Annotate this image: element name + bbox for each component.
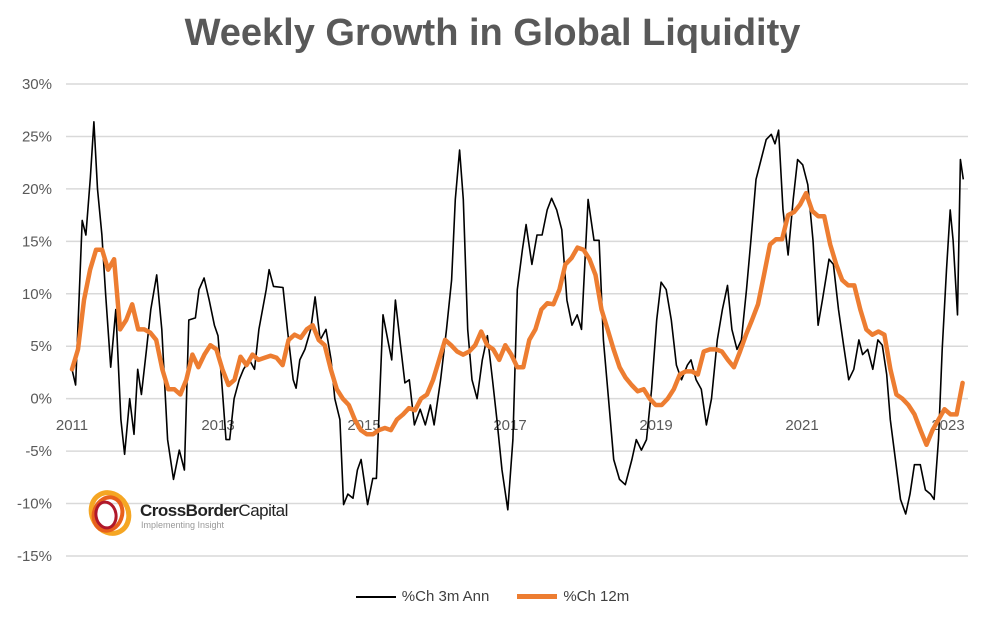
y-tick-label: 20%: [22, 181, 52, 198]
x-tick-label: 2021: [785, 417, 818, 434]
y-tick-label: 10%: [22, 286, 52, 303]
legend-item-3m: %Ch 3m Ann: [355, 588, 490, 605]
logo-name-bold: CrossBorder: [140, 501, 239, 520]
legend: %Ch 3m Ann %Ch 12m: [0, 588, 985, 605]
x-tick-label: 2017: [493, 417, 526, 434]
x-tick-label: 2011: [56, 417, 88, 434]
logo-name-regular: Capital: [238, 501, 288, 520]
logo-tagline: Implementing Insight: [141, 520, 225, 530]
legend-item-12m: %Ch 12m: [517, 588, 629, 605]
legend-label: %Ch 12m: [563, 588, 630, 605]
x-tick-label: 2013: [201, 417, 234, 434]
y-tick-label: 25%: [22, 128, 52, 145]
y-tick-label: 30%: [22, 76, 52, 93]
legend-label: %Ch 3m Ann: [401, 588, 490, 605]
y-tick-label: 5%: [30, 338, 52, 355]
y-tick-label: 0%: [30, 391, 52, 408]
series-line-3m-ann: [71, 121, 965, 515]
legend-swatch-black: [355, 595, 396, 598]
y-tick-label: -10%: [17, 496, 52, 513]
y-tick-label: 15%: [22, 233, 52, 250]
y-tick-label: -5%: [25, 443, 52, 460]
logo-swirl-icon: [88, 490, 132, 536]
legend-swatch-orange: [517, 594, 558, 599]
series-line-12m: [69, 190, 965, 448]
chart-title: Weekly Growth in Global Liquidity: [184, 12, 801, 54]
x-tick-label: 2019: [639, 417, 672, 434]
y-tick-label: -15%: [17, 548, 52, 565]
crossborder-capital-logo: CrossBorderCapital Implementing Insight: [86, 487, 296, 539]
logo-name: CrossBorderCapital: [140, 501, 288, 521]
